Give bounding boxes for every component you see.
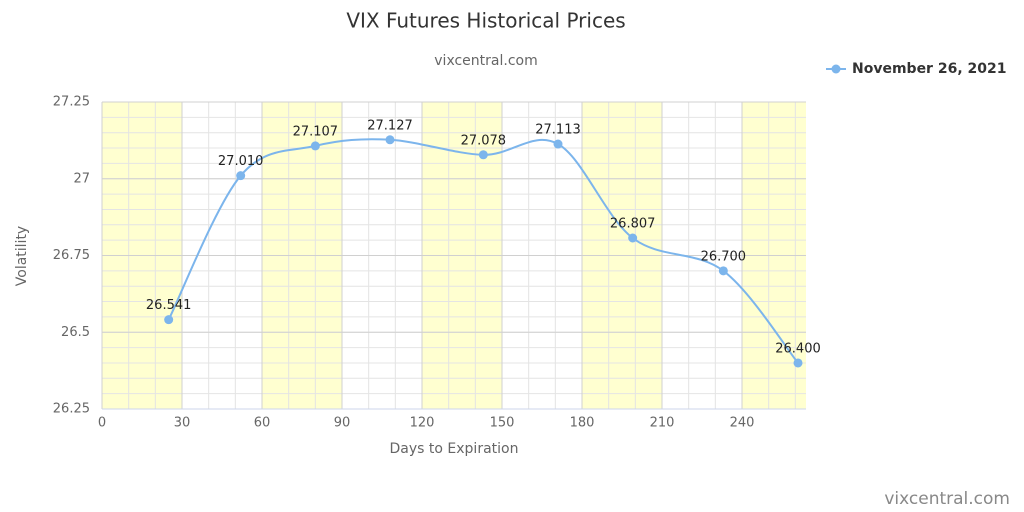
- data-point: [385, 135, 395, 145]
- x-tick-label: 180: [570, 416, 595, 431]
- data-label: 26.807: [610, 217, 656, 232]
- x-tick-label: 150: [490, 416, 515, 431]
- data-point: [718, 266, 728, 276]
- data-point: [628, 233, 638, 243]
- y-tick-label: 26.75: [53, 248, 90, 263]
- credits: vixcentral.com: [884, 489, 1010, 509]
- data-label: 26.541: [146, 298, 192, 313]
- data-label: 26.700: [701, 249, 747, 264]
- data-point: [478, 150, 488, 160]
- data-point: [236, 171, 246, 181]
- x-tick-label: 90: [334, 416, 351, 431]
- data-point: [793, 358, 803, 368]
- data-label: 26.400: [775, 341, 821, 356]
- y-tick-label: 26.5: [61, 325, 90, 340]
- data-point: [164, 315, 174, 325]
- y-tick-label: 26.25: [53, 402, 90, 417]
- x-tick-label: 0: [98, 416, 106, 431]
- data-point: [310, 141, 320, 151]
- x-tick-label: 210: [650, 416, 675, 431]
- x-tick-label: 120: [410, 416, 435, 431]
- chart-title: VIX Futures Historical Prices: [346, 9, 625, 33]
- data-label: 27.078: [461, 133, 507, 148]
- x-tick-label: 240: [730, 416, 755, 431]
- x-axis-title: Days to Expiration: [390, 441, 519, 457]
- data-label: 27.127: [367, 118, 413, 133]
- legend-marker: [831, 64, 841, 74]
- chart-subtitle: vixcentral.com: [434, 53, 537, 69]
- data-label: 27.107: [293, 124, 339, 139]
- y-tick-label: 27: [73, 171, 90, 186]
- y-tick-label: 27.25: [53, 95, 90, 110]
- data-label: 27.010: [218, 154, 264, 169]
- x-tick-label: 60: [254, 416, 271, 431]
- x-tick-label: 30: [174, 416, 191, 431]
- y-axis-title: Volatility: [14, 226, 30, 286]
- legend-label: November 26, 2021: [852, 61, 1006, 77]
- data-label: 27.113: [535, 123, 581, 138]
- data-point: [553, 139, 563, 149]
